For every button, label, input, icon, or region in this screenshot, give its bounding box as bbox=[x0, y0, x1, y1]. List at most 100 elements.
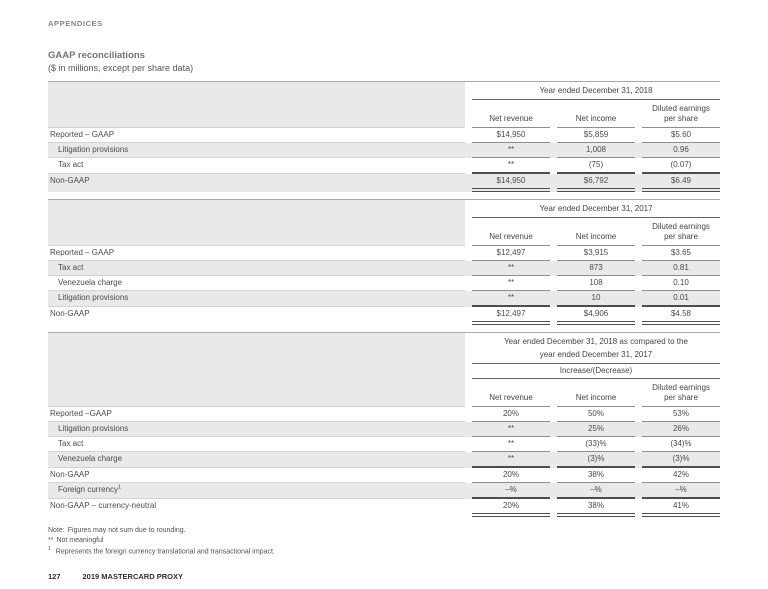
cell-value: $12,497 bbox=[472, 307, 550, 325]
row-label: Reported – GAAP bbox=[48, 128, 465, 143]
cell-value: 873 bbox=[557, 261, 635, 276]
row-label-text: Tax act bbox=[58, 160, 84, 169]
header-label-block bbox=[48, 100, 465, 128]
footnotes: Note: Figures may not sum due to rounding… bbox=[48, 526, 720, 557]
cell-value: ** bbox=[472, 437, 550, 452]
row-label-text: Foreign currency bbox=[58, 485, 119, 494]
cell-value: 10 bbox=[557, 291, 635, 307]
row-label: Non-GAAP – currency-neutral bbox=[48, 499, 465, 517]
row-label: Tax act bbox=[48, 437, 465, 452]
cell-value: (3)% bbox=[642, 452, 720, 468]
cell-value: 38% bbox=[557, 468, 635, 483]
header-label-block bbox=[48, 333, 465, 364]
table-row: Tax act ** (75) (0.07) bbox=[48, 158, 720, 174]
row-label: Venezuela charge bbox=[48, 452, 465, 468]
cell-value: $6,792 bbox=[557, 174, 635, 192]
page-footer: 127 2019 MASTERCARD PROXY bbox=[48, 572, 720, 581]
footnote-marker: ** bbox=[48, 536, 54, 544]
row-label: Non-GAAP bbox=[48, 174, 465, 192]
cell-value: 26% bbox=[642, 422, 720, 437]
row-label-text: Tax act bbox=[58, 439, 84, 448]
table-row: Reported –GAAP 20% 50% 53% bbox=[48, 407, 720, 422]
cell-value: 38% bbox=[557, 499, 635, 517]
cell-value: ** bbox=[472, 291, 550, 307]
period-header: Year ended December 31, 2018 bbox=[472, 82, 720, 100]
table-row: Reported – GAAP $14,950 $5,859 $5.60 bbox=[48, 128, 720, 143]
period-header: Year ended December 31, 2017 bbox=[472, 200, 720, 218]
section-eyebrow: APPENDICES bbox=[48, 19, 103, 28]
footnote-reference: 1 bbox=[118, 484, 122, 491]
cell-value: $4.58 bbox=[642, 307, 720, 325]
footnote-line: 1 Represents the foreign currency transla… bbox=[48, 545, 720, 557]
row-label: Litigation provisions bbox=[48, 291, 465, 307]
row-label-text: Litigation provisions bbox=[58, 293, 129, 302]
cell-value: 0.81 bbox=[642, 261, 720, 276]
row-label-text: Non-GAAP bbox=[50, 470, 90, 479]
cell-value: 25% bbox=[557, 422, 635, 437]
table-row: Litigation provisions ** 1,008 0.96 bbox=[48, 143, 720, 158]
column-header: Net revenue bbox=[472, 100, 550, 128]
cell-value: $14,950 bbox=[472, 128, 550, 143]
row-label: Non-GAAP bbox=[48, 307, 465, 325]
table-row: Non-GAAP – currency-neutral 20% 38% 41% bbox=[48, 499, 720, 517]
column-header: Net revenue bbox=[472, 379, 550, 407]
cell-value: ** bbox=[472, 452, 550, 468]
cell-value: 53% bbox=[642, 407, 720, 422]
row-label: Tax act bbox=[48, 261, 465, 276]
row-label-text: Non-GAAP – currency-neutral bbox=[50, 501, 157, 510]
cell-value: $3,915 bbox=[557, 246, 635, 261]
table-header-row: Year ended December 31, 2017 bbox=[48, 200, 720, 218]
cell-value: $5.60 bbox=[642, 128, 720, 143]
cell-value: ** bbox=[472, 261, 550, 276]
row-label: Litigation provisions bbox=[48, 143, 465, 158]
cell-value: $3.65 bbox=[642, 246, 720, 261]
cell-value: (33)% bbox=[557, 437, 635, 452]
row-label: Foreign currency1 bbox=[48, 483, 465, 499]
table-row: Non-GAAP $14,950 $6,792 $6.49 bbox=[48, 174, 720, 192]
gaap-table: Year ended December 31, 2018 as compared… bbox=[48, 332, 720, 517]
header-label-block bbox=[48, 82, 465, 100]
table-row: Litigation provisions ** 10 0.01 bbox=[48, 291, 720, 307]
table-row: Litigation provisions ** 25% 26% bbox=[48, 422, 720, 437]
cell-value: $14,950 bbox=[472, 174, 550, 192]
cell-value: (3)% bbox=[557, 452, 635, 468]
table-row: Foreign currency1 –% –% –% bbox=[48, 483, 720, 499]
column-header-row: Net revenue Net income Diluted earnings pe… bbox=[48, 218, 720, 246]
column-header: Diluted earnings per share bbox=[642, 100, 720, 128]
cell-value: $12,497 bbox=[472, 246, 550, 261]
row-label-text: Litigation provisions bbox=[58, 424, 129, 433]
column-header: Diluted earnings per share bbox=[642, 379, 720, 407]
row-label: Reported –GAAP bbox=[48, 407, 465, 422]
cell-value: 1,008 bbox=[557, 143, 635, 158]
page-title: GAAP reconciliations bbox=[48, 50, 145, 61]
table-header-row: Year ended December 31, 2018 as compared… bbox=[48, 333, 720, 364]
footnote-text: Figures may not sum due to rounding. bbox=[67, 527, 186, 534]
cell-value: (75) bbox=[557, 158, 635, 174]
cell-value: $4,906 bbox=[557, 307, 635, 325]
tables: Year ended December 31, 2018 Net revenue N… bbox=[48, 81, 720, 517]
cell-value: 42% bbox=[642, 468, 720, 483]
header-label-block bbox=[48, 218, 465, 246]
page-number: 127 bbox=[48, 571, 61, 581]
period-header: Year ended December 31, 2018 as compared… bbox=[472, 333, 720, 364]
column-header: Net income bbox=[557, 379, 635, 407]
table-header-row: Year ended December 31, 2018 bbox=[48, 82, 720, 100]
row-label-text: Reported – GAAP bbox=[50, 130, 115, 139]
column-header: Net income bbox=[557, 100, 635, 128]
cell-value: 0.01 bbox=[642, 291, 720, 307]
row-label: Reported – GAAP bbox=[48, 246, 465, 261]
header-label-block bbox=[48, 364, 465, 379]
row-label-text: Non-GAAP bbox=[50, 309, 90, 318]
gaap-table: Year ended December 31, 2018 Net revenue N… bbox=[48, 81, 720, 192]
footnote-text: Not meaningful bbox=[56, 536, 104, 544]
cell-value: (0.07) bbox=[642, 158, 720, 174]
cell-value: $5,859 bbox=[557, 128, 635, 143]
column-header-row: Net revenue Net income Diluted earnings pe… bbox=[48, 100, 720, 128]
gaap-table: Year ended December 31, 2017 Net revenue N… bbox=[48, 199, 720, 325]
row-label: Tax act bbox=[48, 158, 465, 174]
increase-decrease-header: Increase/(Decrease) bbox=[472, 364, 720, 379]
column-header: Net income bbox=[557, 218, 635, 246]
footnote-line: Note: Figures may not sum due to rounding… bbox=[48, 526, 720, 536]
cell-value: 0.10 bbox=[642, 276, 720, 291]
